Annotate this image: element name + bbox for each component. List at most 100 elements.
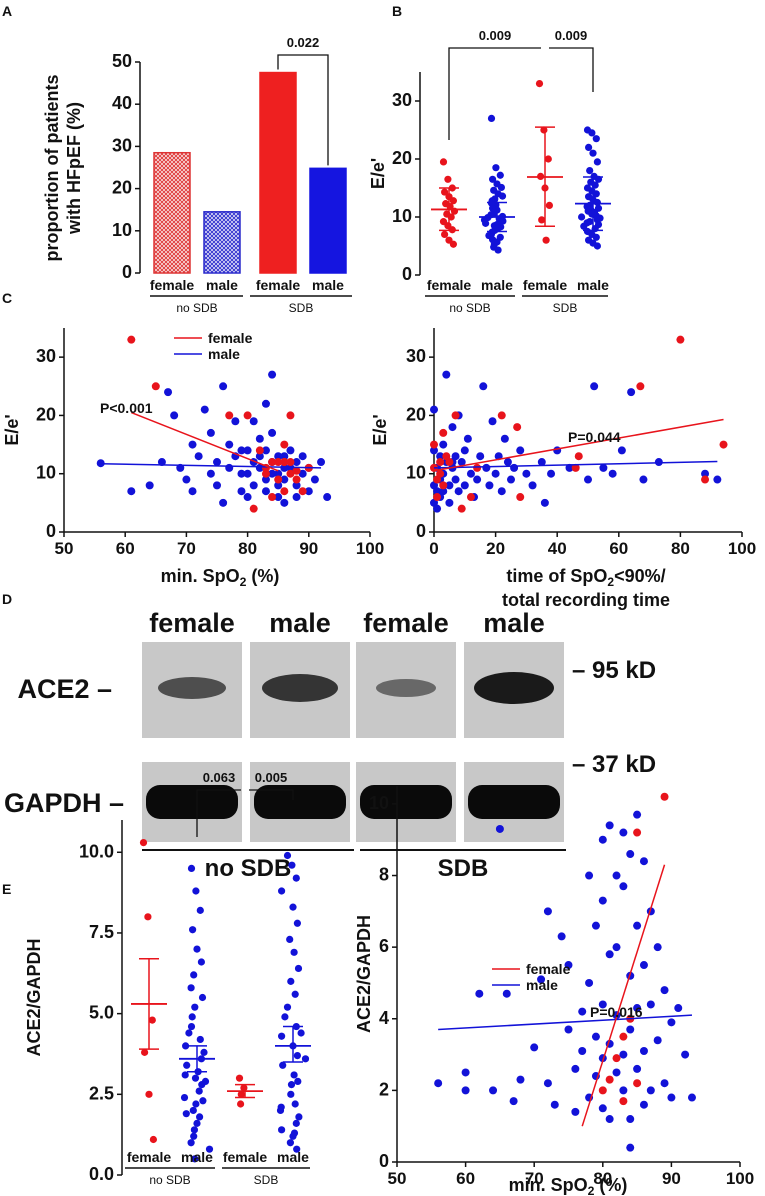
panel-e-right-male-point [667,1018,676,1027]
panel-c-left-female-point [292,475,301,484]
panel-c-left-male-point [182,475,191,484]
panel-c-left-ylabel: E/e' [2,414,22,445]
panel-e-point [189,926,197,934]
panel-c-right-female-point [457,504,466,513]
panel-e-right-male-point [626,850,635,859]
panel-e-y-tick-label: 7.5 [89,922,114,942]
panel-e-annotation-bracket [196,789,241,837]
panel-d-gapdh-band [360,785,452,819]
panel-e-right-male-point [585,871,594,880]
panel-c-left-y-tick-label: 20 [36,404,56,424]
panel-c-right-male-point [457,458,466,467]
panel-e-point [297,1029,305,1037]
panel-c-left-female-point [255,446,264,455]
panel-e-right-male-point [564,1025,573,1034]
panel-e-right-male-point [557,932,566,941]
panel-b-point [487,114,496,122]
panel-a-bar-chart: 0 10 20 30 40 50 proportion of patients with HF… [42,35,352,315]
panel-e-annotation-label: 0.005 [255,770,288,785]
panel-e-point [290,1129,299,1137]
panel-c-right-y-tick-label: 20 [406,404,426,424]
panel-c-left-xlabel: min. SpO2 (%) [161,566,280,589]
panel-c-left-male-point [310,475,319,484]
panel-b-y-tick-label: 0 [402,264,412,284]
panel-e-point [196,1113,204,1121]
panel-c-right-female-point [497,411,506,420]
panel-e-right-female-point [619,1032,628,1041]
panel-b-point [497,183,505,192]
panel-e-right-male-point [591,921,600,930]
panel-c-right-male-point [547,469,556,478]
panel-label-c: C [2,290,12,306]
panel-c-right-male-point [445,498,454,507]
panel-d-ace2-band [376,679,436,697]
panel-e-right-male-point [639,1046,648,1055]
panel-e-right-male-point [475,989,484,998]
panel-e-right-male-point [509,1097,518,1106]
panel-a-group-label: SDB [289,301,314,315]
panel-c-right-female-point [571,463,580,472]
panel-c-left-x-tick-label: 60 [116,539,135,558]
panel-c-left-legend-female-label: female [208,330,253,346]
panel-e-right-female-point [660,792,669,801]
panel-e-point [291,1100,299,1108]
panel-e-point [180,1093,189,1102]
panel-e-point [301,1055,310,1063]
panel-e-right-male-point [612,871,621,880]
panel-c-right-male-point [485,481,494,490]
panel-b-point [592,233,600,241]
panel-c-left-male-point [127,487,136,496]
panel-c-left-male-point [255,434,264,443]
panel-c-right-male-point [500,434,509,443]
panel-e-point [187,1139,195,1147]
panel-c-left-male-point [188,487,197,496]
panel-c-left-female-point [280,440,289,449]
panel-c-left-male-point [280,452,289,461]
panel-c-left-male-point [213,481,221,490]
panel-e-point [139,838,148,847]
panel-c-left-x-tick-label: 50 [55,539,74,558]
panel-e-point [200,1048,208,1056]
panel-e-right-male-point [598,1104,607,1113]
panel-a-bar [259,71,297,274]
panel-e-category-label: female [223,1149,268,1165]
panel-b-point [535,80,544,88]
panel-c-left-male-point [249,417,258,426]
panel-e-right-male-fit-line [438,1014,693,1031]
panel-e-right-male-point [612,1068,621,1077]
panel-a-bar [153,151,191,274]
panel-c-right-male-point [701,469,710,478]
panel-e-right-male-point [605,1115,614,1124]
panel-e-right-male-point [530,1043,539,1052]
panel-c-right-male-point [460,446,469,455]
panel-b-annotation-bracket [448,47,541,140]
panel-b-point [580,222,588,230]
panel-c-right-female-point [445,458,454,467]
panel-c-right-male-point [497,487,506,496]
panel-e-right-x-tick-label: 60 [456,1169,475,1188]
panel-e-point [290,948,298,956]
panel-c-right-x-tick-label: 40 [548,539,567,558]
panel-e-right-legend-female-label: female [526,961,571,977]
panel-e-right-legend-male-label: male [526,977,558,993]
panel-c-right-male-point [491,469,500,478]
panel-e-right-ylabel: ACE2/GAPDH [354,915,374,1033]
panel-e-right-male-point [495,824,504,833]
panel-c-left-male-point [237,487,246,496]
panel-e-point [286,935,294,944]
panel-e-right-y-tick-label: 0 [379,1151,389,1171]
panel-b-ylabel: E/e' [368,158,388,189]
panel-d-group-label: SDB [438,855,489,882]
panel-c-left-male-point [194,452,203,461]
panel-b-category-label: male [481,277,513,293]
panel-e-right-male-point [626,1025,635,1034]
panel-c-right-x-tick-label: 60 [609,539,628,558]
panel-c-right-male-point [466,469,475,478]
panel-e-annotation-label: 0.063 [203,770,236,785]
panel-c-right-male-point [463,434,472,443]
panel-e-right-male-point [564,961,573,970]
panel-c-left-female-point [274,475,283,484]
panel-e-right-male-point [646,1086,655,1095]
panel-b-point [544,155,552,163]
panel-e-right-male-point [660,1079,669,1088]
